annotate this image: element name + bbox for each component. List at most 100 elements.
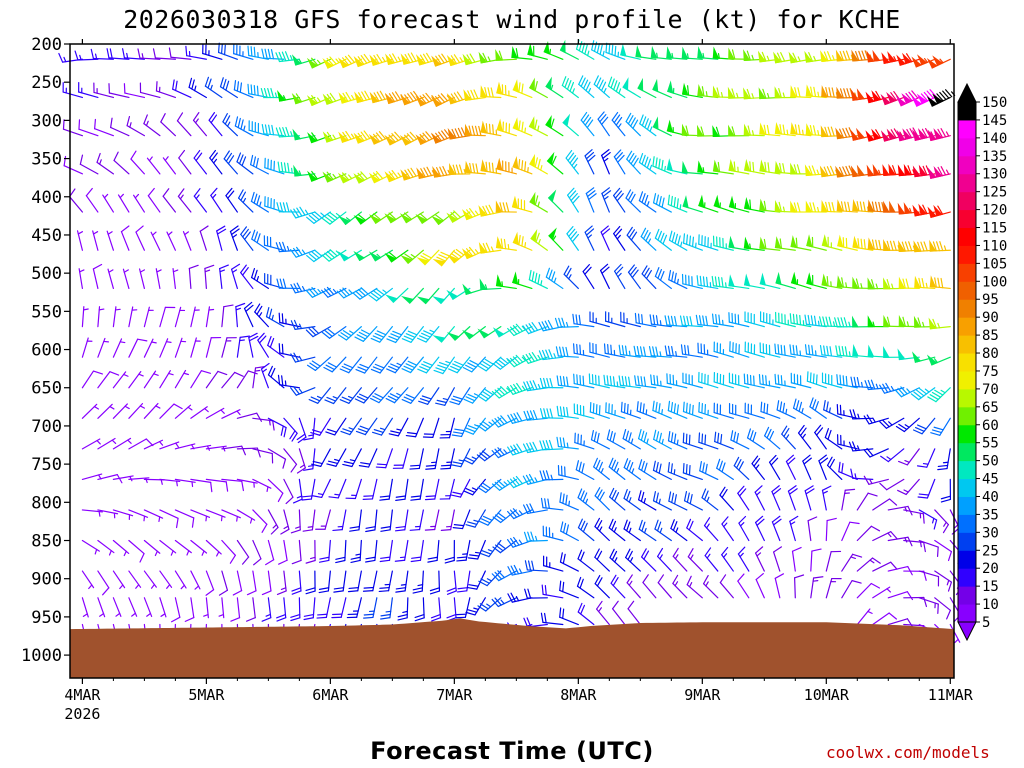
colorbar-tick-label: 80 — [982, 346, 999, 362]
colorbar-tick-label: 25 — [982, 543, 999, 559]
wind-barb — [159, 509, 179, 529]
wind-barb — [539, 470, 564, 481]
wind-barb — [190, 478, 213, 493]
wind-barb — [92, 230, 99, 251]
wind-barb — [511, 195, 533, 213]
wind-barb — [545, 267, 564, 290]
wind-barb — [221, 445, 246, 456]
wind-barb — [821, 234, 843, 251]
wind-barb — [155, 81, 176, 99]
wind-barb — [236, 412, 263, 422]
wind-barb — [252, 366, 266, 389]
wind-barb — [306, 356, 331, 371]
wind-barb — [319, 539, 331, 563]
wind-barb — [856, 525, 881, 542]
wind-barb — [863, 414, 889, 425]
wind-barb — [68, 188, 83, 213]
wind-barb — [307, 170, 331, 182]
wind-barb — [926, 354, 951, 366]
wind-barb — [385, 53, 409, 66]
y-tick-label: 300 — [31, 111, 62, 131]
wind-barb — [879, 382, 905, 394]
y-tick-label: 350 — [31, 150, 62, 170]
wind-barb — [235, 302, 246, 328]
wind-barb — [81, 539, 100, 555]
wind-barb — [205, 370, 228, 389]
wind-barb — [290, 385, 316, 396]
wind-barb — [771, 485, 782, 511]
wind-barb — [522, 351, 548, 364]
wind-barb — [137, 48, 161, 60]
y-tick-label: 550 — [31, 302, 62, 322]
wind-barb — [620, 401, 641, 419]
wind-barb — [162, 188, 176, 213]
wind-barb — [927, 387, 951, 403]
wind-barb — [512, 117, 533, 137]
wind-barb — [841, 521, 860, 542]
colorbar-segment — [958, 532, 976, 551]
wind-barb — [205, 509, 226, 522]
wind-barb — [680, 344, 703, 358]
wind-barb — [322, 56, 347, 69]
wind-barb — [751, 455, 765, 480]
wind-barb — [219, 264, 229, 290]
wind-barb — [620, 311, 641, 328]
wind-barb — [653, 429, 672, 450]
wind-barb — [159, 478, 181, 487]
wind-barb — [683, 491, 703, 511]
wind-barb — [204, 264, 215, 290]
x-tick-label: 10MAR — [804, 686, 850, 704]
wind-barb — [463, 387, 486, 404]
wind-barb — [856, 582, 881, 599]
wind-barb — [126, 115, 145, 137]
wind-barb — [580, 111, 595, 137]
wind-barb — [623, 458, 641, 480]
wind-barb — [883, 277, 905, 290]
wind-barb — [698, 401, 719, 419]
wind-barb — [218, 597, 225, 619]
wind-barb — [937, 448, 951, 471]
wind-barb — [729, 341, 750, 358]
wind-barb — [97, 306, 105, 328]
colorbar-tick-label: 20 — [982, 561, 999, 577]
y-tick-label: 400 — [31, 188, 62, 208]
wind-barb — [152, 48, 176, 60]
wind-barb — [340, 417, 362, 436]
wind-barb — [321, 211, 347, 225]
wind-barb — [331, 597, 347, 619]
wind-barb — [208, 112, 223, 137]
wind-barb — [635, 45, 657, 60]
wind-barb — [112, 509, 134, 521]
wind-barb — [205, 539, 222, 557]
wind-barb — [507, 564, 533, 576]
wind-barb — [588, 373, 610, 389]
wind-barb — [236, 509, 256, 524]
wind-barb — [97, 597, 106, 618]
wind-barb — [774, 236, 796, 251]
wind-barb — [836, 374, 858, 389]
wind-barb — [759, 311, 781, 328]
wind-barb — [642, 574, 657, 599]
wind-barb — [743, 123, 765, 137]
wind-barb — [446, 570, 457, 595]
wind-barb — [696, 275, 719, 290]
wind-barb — [927, 166, 951, 179]
wind-barb — [204, 76, 223, 99]
wind-barb — [850, 127, 874, 141]
wind-barb — [573, 403, 595, 419]
wind-barb — [652, 116, 672, 137]
wind-barb — [641, 548, 657, 572]
wind-barb — [446, 326, 471, 341]
wind-barb — [539, 439, 564, 451]
wind-barb — [774, 86, 796, 99]
wind-barb — [128, 509, 149, 522]
wind-barb — [190, 337, 201, 358]
wind-barb — [572, 313, 595, 328]
wind-barb — [293, 164, 316, 177]
wind-barb — [654, 519, 672, 542]
wind-barb — [930, 417, 951, 436]
wind-barb — [465, 597, 486, 616]
wind-barb — [267, 336, 285, 358]
wind-barb — [401, 326, 424, 343]
wind-barb — [668, 230, 688, 251]
